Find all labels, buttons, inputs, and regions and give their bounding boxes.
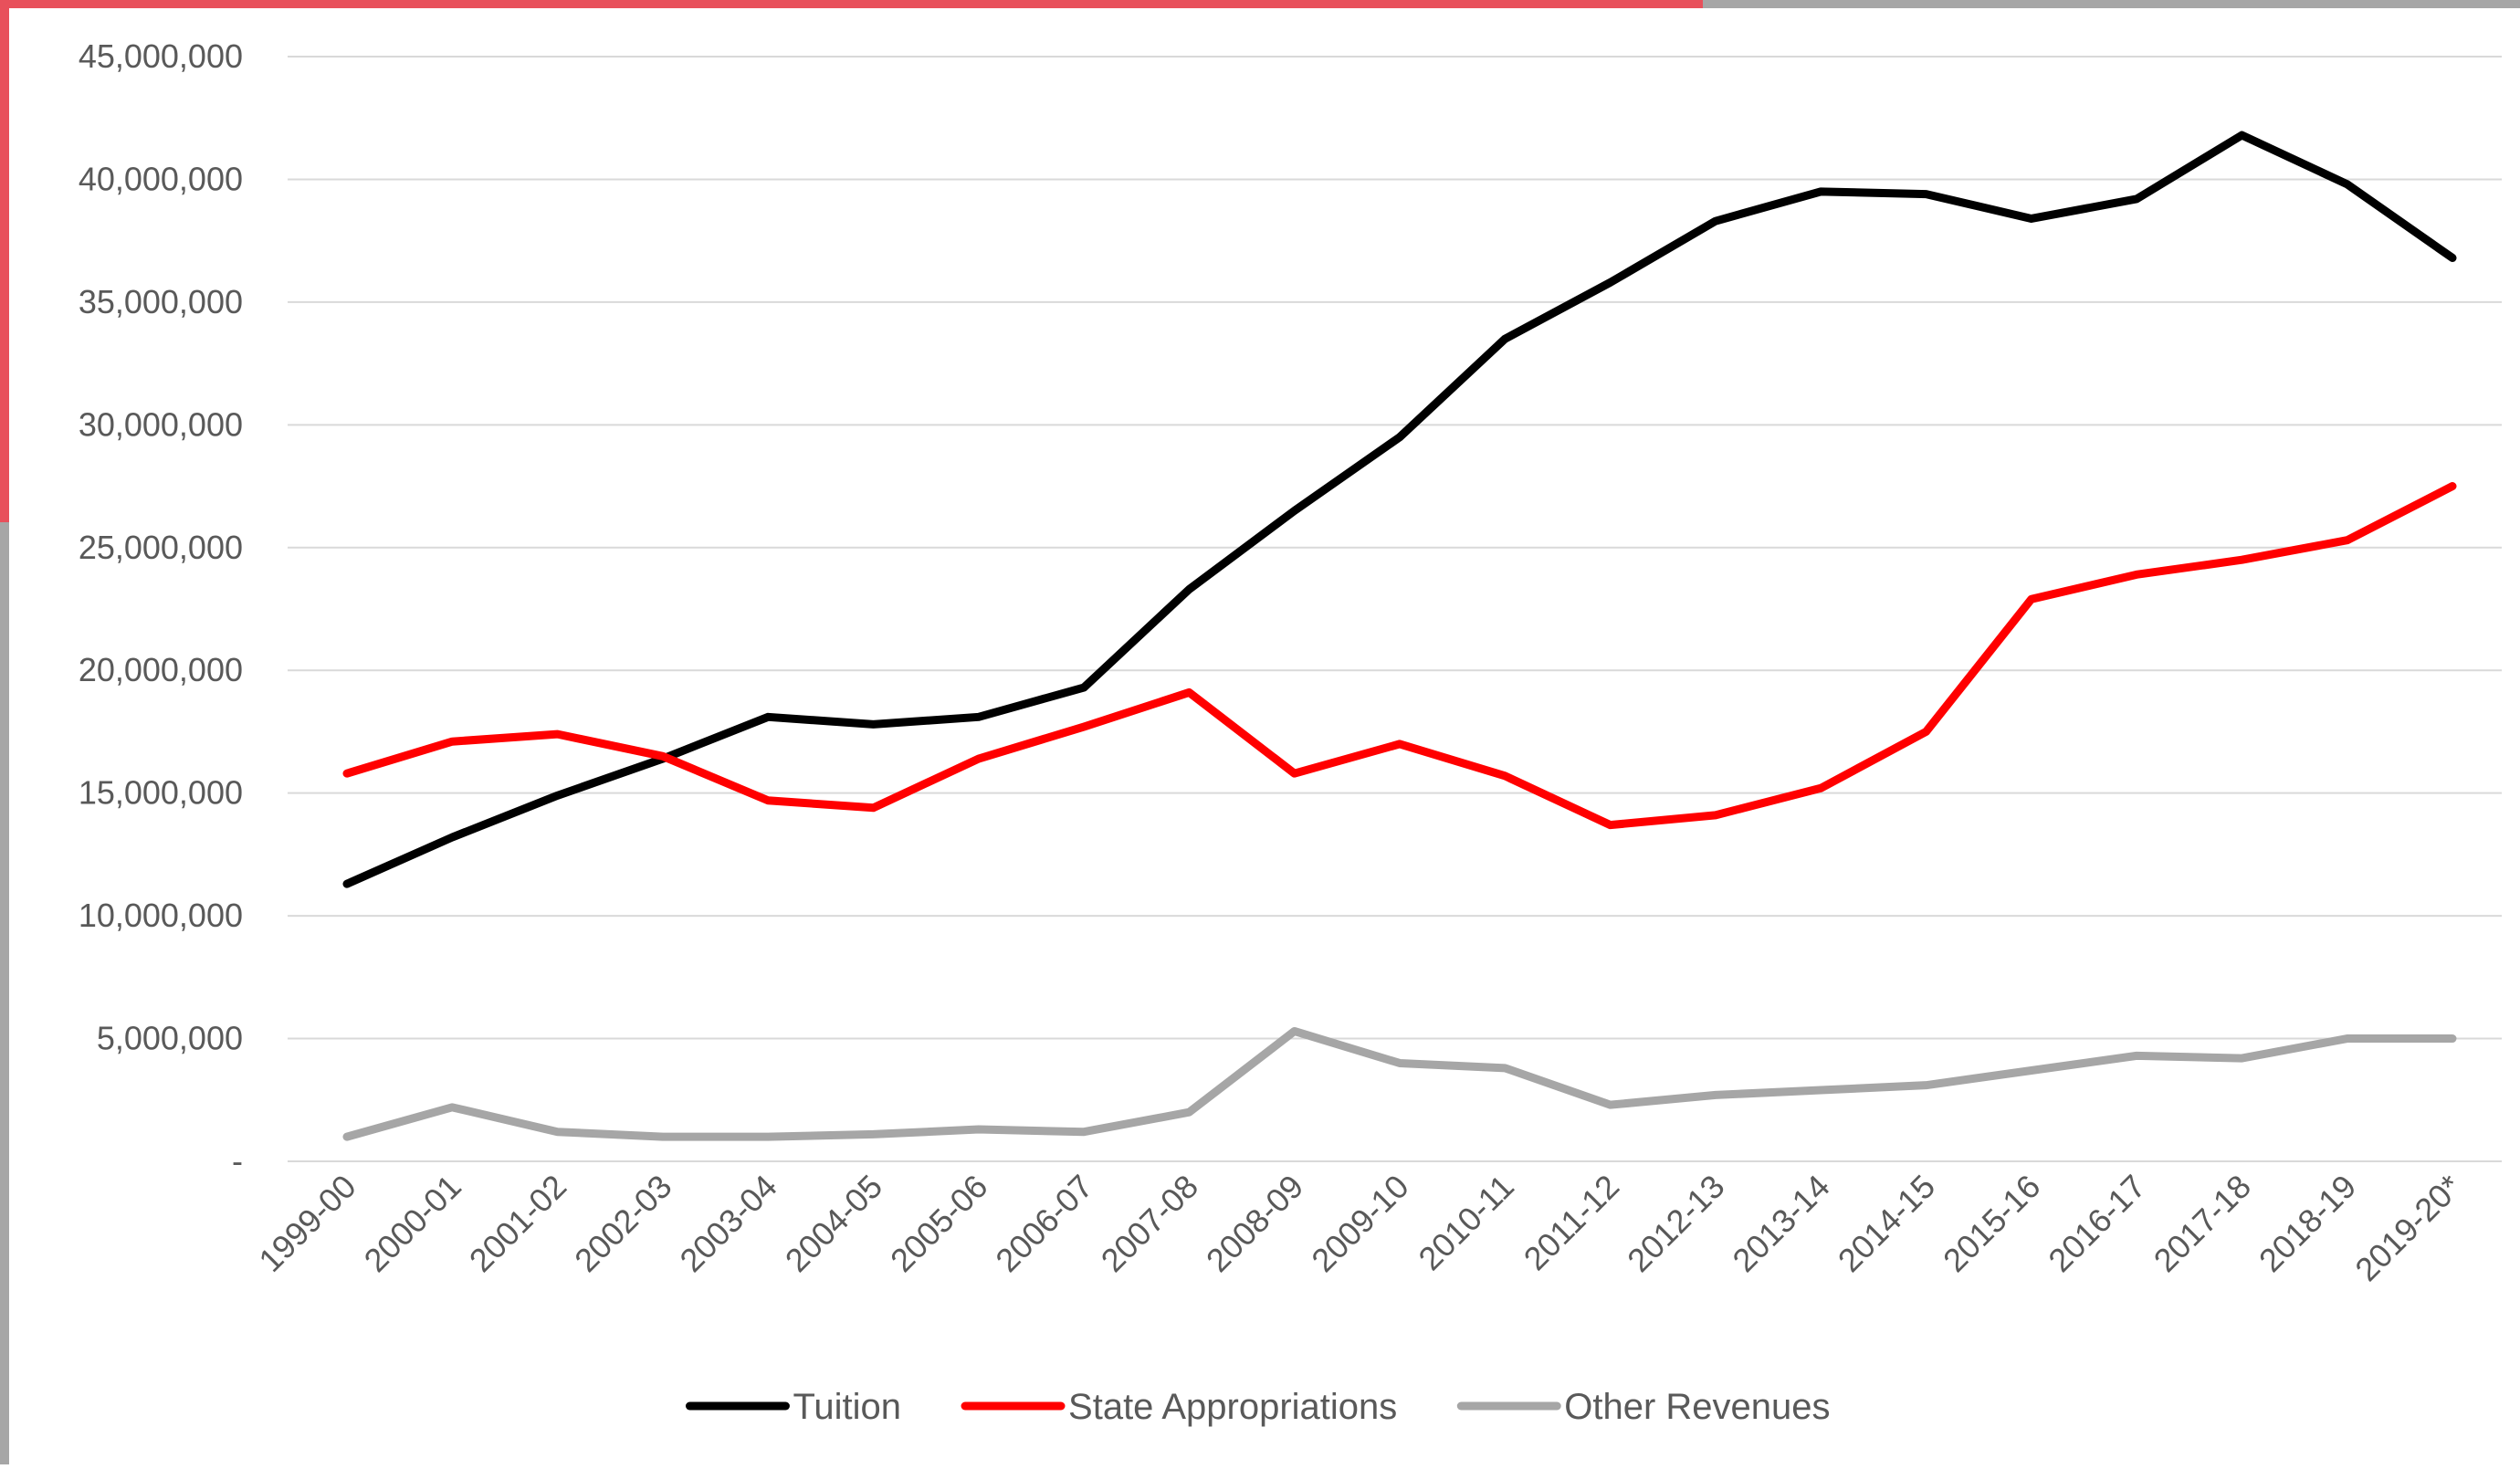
series-line-tuition [342,131,2457,888]
top-accent-bar-red [0,0,1703,8]
x-tick-label: 2012-13 [1620,1168,1731,1279]
gridlines [288,56,2502,1162]
y-tick-label: 35,000,000 [79,283,243,320]
x-tick-label: 2019-20* [2347,1168,2468,1288]
y-tick-label: 45,000,000 [79,37,243,75]
x-tick-label: 2015-16 [1936,1168,2047,1279]
x-tick-label: 2008-09 [1199,1168,1310,1279]
y-axis-ticks: - 5,000,000 10,000,000 15,000,000 20,000,000… [79,37,243,1180]
series-line-state-appropriations [342,482,2457,830]
x-tick-label: 2005-06 [883,1168,994,1279]
x-tick-label: 2009-10 [1304,1168,1415,1279]
y-tick-label: 40,000,000 [79,160,243,197]
top-accent-bar-gray [1703,0,2520,8]
x-tick-label: 2014-15 [1831,1168,1942,1279]
legend: Tuition State Appropriations Other Revenue… [685,1387,1831,1427]
legend-label-tuition: Tuition [793,1387,901,1427]
x-tick-label: 2010-11 [1411,1168,1521,1278]
x-tick-label: 2013-14 [1725,1168,1836,1279]
x-tick-label: 2004-05 [778,1168,889,1279]
x-tick-label: 1999-00 [251,1168,362,1279]
x-tick-label: 2002-03 [567,1168,678,1279]
x-tick-label: 2017-18 [2147,1168,2258,1279]
x-tick-label: 2018-19 [2252,1168,2363,1279]
x-tick-label: 2000-01 [357,1168,468,1279]
y-tick-label: 5,000,000 [97,1020,243,1057]
series-lines [342,131,2457,1141]
y-tick-label: - [232,1142,243,1180]
y-tick-label: 25,000,000 [79,529,243,566]
x-axis-ticks: 1999-002000-012001-022002-032003-042004-… [251,1168,2468,1288]
x-tick-label: 2007-08 [1094,1168,1205,1279]
y-tick-label: 10,000,000 [79,897,243,934]
x-tick-label: 2003-04 [672,1168,783,1279]
x-tick-label: 2006-07 [988,1168,1099,1279]
legend-label-state-appropriations: State Appropriations [1068,1387,1397,1427]
x-tick-label: 2001-02 [462,1168,573,1279]
y-tick-label: 15,000,000 [79,774,243,812]
y-tick-label: 20,000,000 [79,651,243,688]
y-tick-label: 30,000,000 [79,405,243,443]
left-accent-bar-gray [0,522,9,1464]
legend-label-other-revenues: Other Revenues [1564,1387,1830,1427]
series-line-other-revenues [342,1026,2457,1141]
x-tick-label: 2016-17 [2041,1168,2152,1279]
left-accent-bar-red [0,0,9,522]
x-tick-label: 2011-12 [1517,1168,1627,1278]
